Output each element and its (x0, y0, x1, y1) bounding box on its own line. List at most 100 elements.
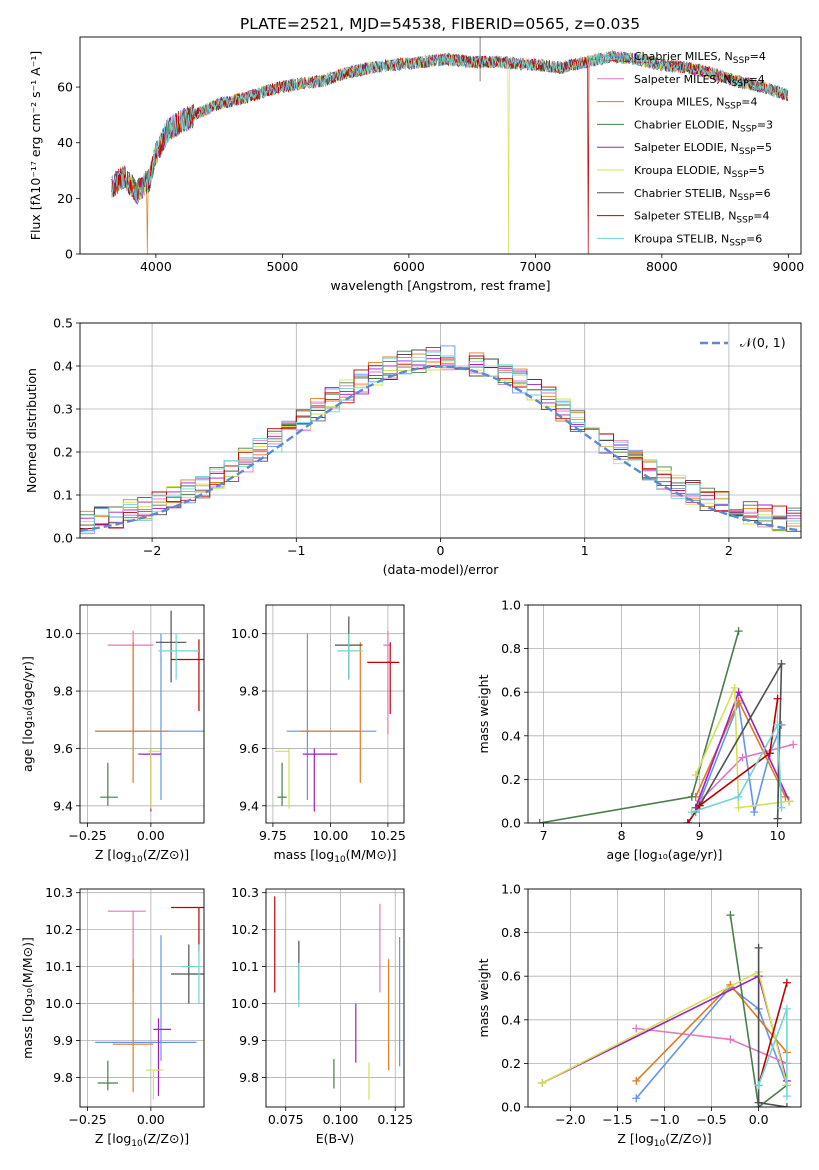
weight-marker (782, 1092, 791, 1101)
y-tick-label: 20 (57, 191, 73, 206)
spectrum-lines (111, 37, 789, 254)
x-tick-label: −0.25 (68, 828, 106, 843)
y-tick-label: 0.0 (53, 531, 73, 546)
axes-frame (527, 604, 802, 824)
figure-title: PLATE=2521, MJD=54538, FIBERID=0565, z=0… (240, 15, 640, 33)
x-tick-label: 9000 (772, 259, 804, 274)
x-tick-label: 9.75 (259, 828, 287, 843)
weight-marker (695, 801, 704, 810)
weight-lines (538, 911, 791, 1107)
x-axis-label: (data-model)/error (383, 562, 500, 577)
x-tick-label: 8 (618, 828, 626, 843)
x-tick-label: −1 (287, 543, 305, 558)
weight-line (694, 687, 790, 809)
y-tick-label: 9.8 (239, 1070, 259, 1085)
axes-frame (265, 604, 405, 824)
y-tick-label: 9.8 (53, 1070, 73, 1085)
y-tick-label: 9.8 (239, 684, 259, 699)
y-tick-label: 0.8 (501, 641, 521, 656)
x-axis-label: Z [log10(Z/Z⊙)] (95, 847, 189, 865)
x-tick-label: 8000 (646, 259, 678, 274)
y-tick-label: 0.3 (53, 402, 73, 417)
y-tick-label: 9.6 (53, 741, 73, 756)
weight-marker (777, 803, 786, 812)
weight-marker (734, 627, 743, 636)
legend-label: Chabrier STELIB, NSSP=6 (634, 187, 771, 203)
y-tick-label: 10.2 (231, 922, 259, 937)
legend-label: Chabrier MILES, NSSP=4 (634, 50, 766, 66)
y-tick-label: 1.0 (501, 882, 521, 897)
y-tick-label: 10.2 (45, 922, 73, 937)
weight-vs-age-panel: 7 8 9 10 0.0 0.2 0.4 0.6 0.8 1.0 age [log₁₀(age/yr… (476, 598, 802, 862)
weight-vs-Z-panel: −2.0 −1.5 −1.0 −0.5 0.0 0.0 0.2 0.4 0.6 0.8 1.0 Z [… (476, 882, 802, 1149)
legend-label: 𝒩(0, 1) (740, 335, 786, 350)
axes-frame (79, 604, 205, 824)
y-tick-label: 0.1 (53, 488, 73, 503)
y-tick-label: 9.8 (53, 684, 73, 699)
x-axis-label: mass [log10(M/M⊙)] (273, 847, 396, 865)
weight-marker (789, 740, 798, 749)
x-axis-label: Z [log10(Z/Z⊙)] (95, 1131, 189, 1149)
weight-marker (535, 819, 544, 823)
y-tick-label: 10.0 (231, 626, 259, 641)
weight-marker (754, 943, 763, 952)
weight-lines (535, 627, 798, 823)
weight-marker (726, 1035, 735, 1044)
weight-marker (765, 749, 774, 758)
age-vs-Z-panel: −0.25 0.00 9.4 9.6 9.8 10.0 Z [log10(Z/Z⊙)] age… (20, 604, 205, 865)
x-tick-label: 7 (540, 828, 548, 843)
x-axis-label: Z [log10(Z/Z⊙)] (617, 1131, 711, 1149)
weight-marker (632, 1024, 641, 1033)
x-tick-label: 10.25 (370, 828, 406, 843)
y-axis-label: mass weight (476, 674, 491, 753)
weight-line (757, 982, 788, 1086)
weight-marker (782, 1004, 791, 1013)
weight-marker (687, 792, 696, 801)
y-tick-label: 0.4 (501, 728, 521, 743)
y-tick-label: 9.4 (53, 798, 73, 813)
x-tick-label: 5000 (266, 259, 298, 274)
legend-label: Kroupa MILES, NSSP=4 (634, 96, 758, 112)
x-tick-label: −0.25 (68, 1112, 106, 1127)
y-tick-label: 60 (57, 80, 73, 95)
x-tick-label: 9 (696, 828, 704, 843)
panels: 4000 5000 6000 7000 8000 90000204060wavelengt… (20, 36, 804, 1149)
weight-marker (734, 688, 743, 697)
weight-marker (726, 911, 735, 920)
weight-marker (785, 797, 794, 806)
axes-frame (527, 888, 802, 1108)
residuals-panel: −2 −1 0 1 2 0.0 0.1 0.2 0.3 0.4 0.5 (data-model)/er… (24, 316, 802, 577)
y-axis-label: mass weight (476, 958, 491, 1037)
weight-marker (734, 792, 743, 801)
y-axis-label: mass [log₁₀(M/M⊙)] (20, 937, 35, 1059)
weight-marker (538, 1079, 547, 1088)
histogram-series (80, 345, 801, 535)
weight-marker (754, 1081, 763, 1090)
y-axis-label: age [log₁₀(age/yr)] (20, 656, 35, 772)
y-tick-label: 0.2 (53, 445, 73, 460)
x-tick-label: 0.100 (323, 1112, 359, 1127)
weight-marker (687, 808, 696, 817)
weight-marker (773, 720, 782, 729)
histogram-step (80, 355, 801, 529)
mass-vs-Z-panel: −0.25 0.00 9.8 9.9 10.0 10.1 10.2 10.3 Z [log10(… (20, 885, 205, 1149)
weight-marker (632, 1094, 641, 1103)
legend-label: Kroupa STELIB, NSSP=6 (634, 232, 762, 248)
axes-frame (79, 888, 205, 1108)
x-tick-label: 10 (770, 828, 786, 843)
x-tick-label: −0.5 (696, 1112, 726, 1127)
legend-label: Chabrier ELODIE, NSSP=3 (634, 118, 773, 134)
gaussian-reference (80, 365, 801, 532)
y-tick-label: 0.2 (501, 772, 521, 787)
weight-marker (683, 819, 692, 823)
weight-line (729, 915, 788, 1107)
errorbars (95, 906, 204, 1100)
x-tick-label: −1.0 (649, 1112, 679, 1127)
y-tick-label: 0.0 (501, 816, 521, 831)
weight-marker (691, 771, 700, 780)
weight-marker (777, 659, 786, 668)
x-axis-label: E(B-V) (316, 1131, 355, 1146)
axes-frame (79, 36, 802, 255)
legend-label: Salpeter ELODIE, NSSP=5 (634, 141, 772, 157)
x-tick-label: 7000 (519, 259, 551, 274)
